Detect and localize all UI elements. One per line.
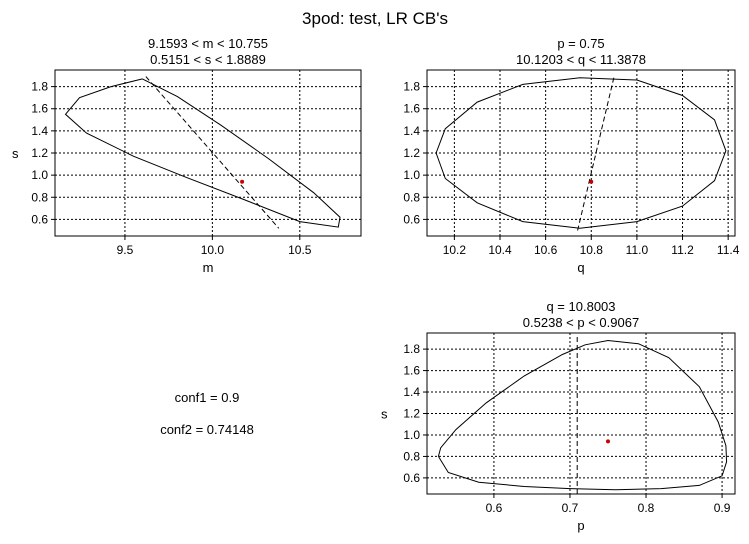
x-axis-label: p (577, 518, 584, 533)
conf2-label: conf2 = 0.74148 (160, 422, 254, 437)
y-tick-label: 1.0 (403, 428, 420, 442)
y-tick-label: 1.8 (403, 342, 420, 356)
mle-point (605, 439, 610, 444)
profile-line (145, 76, 280, 229)
confidence-contour (437, 339, 728, 491)
y-tick-label: 1.4 (403, 124, 420, 138)
x-tick-label: 9.5 (117, 243, 134, 257)
y-tick-label: 0.8 (31, 190, 48, 204)
y-tick-label: 1.0 (31, 168, 48, 182)
confidence-contour (435, 77, 727, 229)
x-tick-label: 11.4 (717, 243, 740, 257)
panel-title-line1: p = 0.75 (557, 36, 604, 51)
y-tick-label: 1.0 (403, 168, 420, 182)
panel-title-line2: 10.1203 < q < 11.3878 (516, 52, 646, 67)
x-tick-label: 0.6 (486, 501, 503, 515)
y-tick-label: 0.6 (403, 471, 420, 485)
y-tick-label: 0.8 (403, 449, 420, 463)
panel-title-line2: 0.5151 < s < 1.8889 (150, 52, 266, 67)
conf1-label: conf1 = 0.9 (175, 390, 240, 405)
x-tick-label: 11.2 (671, 243, 694, 257)
y-tick-label: 1.2 (31, 146, 48, 160)
y-tick-label: 1.6 (403, 364, 420, 378)
y-tick-label: 1.8 (31, 80, 48, 94)
x-tick-label: 0.7 (562, 501, 579, 515)
x-tick-label: 11.0 (626, 243, 649, 257)
panel-title-line1: 9.1593 < m < 10.755 (148, 36, 268, 51)
x-tick-label: 10.6 (534, 243, 558, 257)
x-tick-label: 0.8 (638, 501, 655, 515)
x-axis-label: m (203, 260, 214, 275)
mle-point (240, 179, 245, 184)
panel-title-line2: 0.5238 < p < 0.9067 (523, 315, 639, 330)
panel-title-line1: q = 10.8003 (546, 299, 615, 314)
y-axis-label: s (381, 407, 388, 422)
y-tick-label: 1.6 (31, 102, 48, 116)
x-tick-label: 10.5 (288, 243, 312, 257)
y-tick-label: 0.6 (31, 212, 48, 226)
confidence-contour (64, 78, 341, 228)
figure-title: 3pod: test, LR CB's (302, 9, 448, 28)
y-tick-label: 0.6 (403, 212, 420, 226)
y-tick-label: 1.2 (403, 407, 420, 421)
y-tick-label: 1.4 (31, 124, 48, 138)
mle-point (589, 179, 594, 184)
profile-line (577, 76, 615, 231)
y-tick-label: 1.4 (403, 385, 420, 399)
x-tick-label: 10.4 (488, 243, 512, 257)
x-tick-label: 10.8 (580, 243, 604, 257)
x-tick-label: 10.2 (443, 243, 467, 257)
x-axis-label: q (577, 260, 584, 275)
x-tick-label: 10.0 (201, 243, 225, 257)
y-axis-label: s (12, 146, 19, 161)
y-tick-label: 0.8 (403, 190, 420, 204)
y-tick-label: 1.2 (403, 146, 420, 160)
x-tick-label: 0.9 (714, 501, 731, 515)
y-tick-label: 1.6 (403, 102, 420, 116)
y-tick-label: 1.8 (403, 80, 420, 94)
